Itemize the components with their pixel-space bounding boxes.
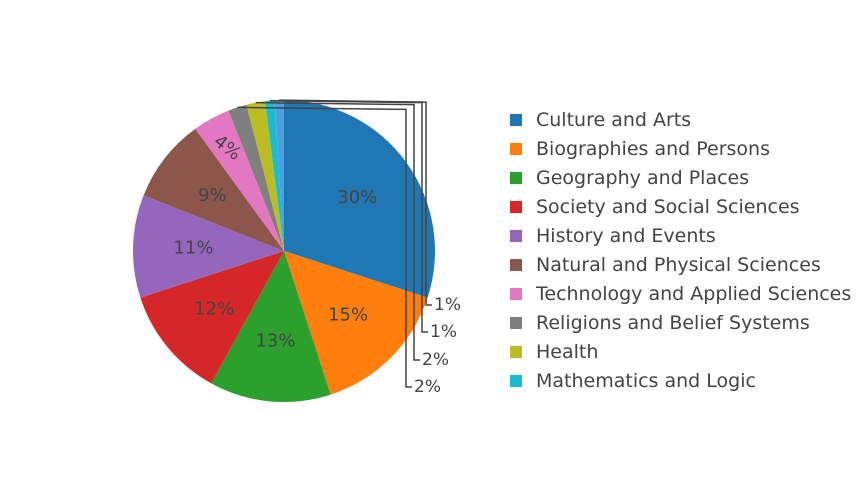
legend-item-natural-and-physical-sciences[interactable]: Natural and Physical Sciences (510, 254, 821, 276)
slice-label-society-and-social-sciences: 12% (194, 298, 234, 319)
legend-label: Society and Social Sciences (536, 196, 800, 218)
slice-label-mathematics-and-logic: 1% (430, 322, 457, 342)
legend: Culture and Arts Biographies and Persons G… (510, 109, 851, 416)
leader-line-health (255, 101, 420, 361)
legend-swatch (510, 375, 522, 387)
legend-swatch (510, 317, 522, 329)
legend-item-health[interactable]: Health (510, 341, 598, 363)
legend-item-biographies-and-persons[interactable]: Biographies and Persons (510, 138, 770, 160)
pie-slice-health (246, 101, 284, 252)
legend-label: Biographies and Persons (536, 138, 770, 160)
legend-label: Religions and Belief Systems (536, 312, 810, 334)
legend-item-slice-10[interactable] (510, 404, 522, 416)
pie-slice-technology-and-applied-sciences (195, 110, 284, 251)
legend-label: Geography and Places (536, 167, 749, 189)
pie-slice-society-and-social-sciences (140, 251, 284, 384)
slice-label-health: 2% (422, 350, 449, 370)
pie-slice-slice-10 (274, 100, 284, 251)
legend-label: Mathematics and Logic (536, 370, 756, 392)
legend-label: History and Events (536, 225, 716, 247)
legend-item-society-and-social-sciences[interactable]: Society and Social Sciences (510, 196, 800, 218)
legend-item-technology-and-applied-sciences[interactable]: Technology and Applied Sciences (510, 283, 851, 305)
slice-label-culture-and-arts: 30% (337, 187, 377, 208)
legend-swatch (510, 114, 522, 126)
legend-swatch (510, 404, 522, 416)
legend-item-geography-and-places[interactable]: Geography and Places (510, 167, 749, 189)
slice-label-biographies-and-persons: 15% (328, 305, 368, 326)
pie-slice-geography-and-places (211, 251, 331, 402)
slice-label-natural-and-physical-sciences: 9% (198, 185, 227, 206)
slice-label-history-and-events: 11% (173, 238, 213, 259)
leader-line-slice-10 (279, 99, 432, 306)
legend-swatch (510, 201, 522, 213)
pie-slice-religions-and-belief-systems (228, 104, 284, 251)
pie-slice-culture-and-arts (284, 100, 435, 298)
legend-item-history-and-events[interactable]: History and Events (510, 225, 716, 247)
slice-label-religions-and-belief-systems: 2% (414, 377, 441, 397)
legend-swatch (510, 346, 522, 358)
pie-slice-biographies-and-persons (284, 251, 428, 395)
legend-swatch (510, 288, 522, 300)
slice-label-slice-10: 1% (434, 295, 461, 315)
legend-swatch (510, 259, 522, 271)
pie-slice-natural-and-physical-sciences (143, 128, 284, 251)
legend-item-mathematics-and-logic[interactable]: Mathematics and Logic (510, 370, 756, 392)
pie-slice-mathematics-and-logic (265, 100, 284, 251)
legend-item-culture-and-arts[interactable]: Culture and Arts (510, 109, 691, 131)
legend-swatch (510, 230, 522, 242)
legend-label: Technology and Applied Sciences (535, 283, 851, 305)
legend-label: Health (536, 341, 598, 363)
legend-label: Culture and Arts (536, 109, 691, 131)
legend-swatch (510, 172, 522, 184)
slice-label-geography-and-places: 13% (255, 331, 295, 352)
pie-slice-history-and-events (133, 195, 284, 298)
pie-slices (133, 100, 435, 402)
leader-line-religions-and-belief-systems (237, 106, 412, 388)
legend-item-religions-and-belief-systems[interactable]: Religions and Belief Systems (510, 312, 810, 334)
legend-swatch (510, 143, 522, 155)
legend-label: Natural and Physical Sciences (536, 254, 821, 276)
